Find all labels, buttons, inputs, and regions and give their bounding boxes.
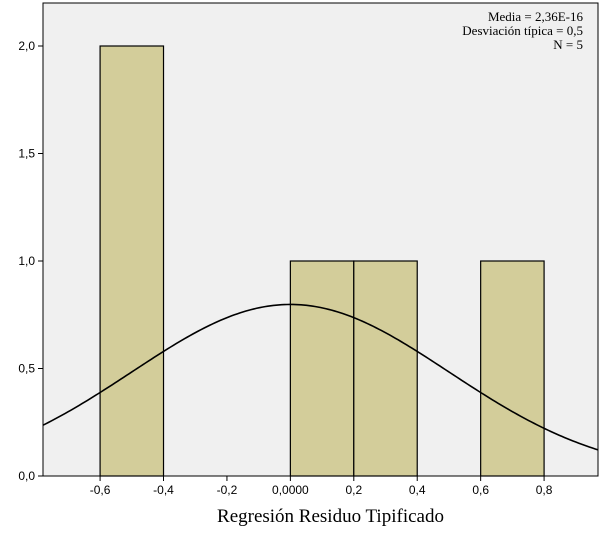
y-tick-label: 2,0 <box>18 39 35 53</box>
histogram-bar <box>480 260 545 477</box>
x-axis-title: Regresión Residuo Tipificado <box>217 506 444 527</box>
y-tick-label: 1,5 <box>18 147 35 161</box>
x-tick-label: -0,4 <box>153 483 174 497</box>
x-tick-label: 0,6 <box>472 483 489 497</box>
x-tick-label: -0,2 <box>217 483 238 497</box>
y-axis: 0,0 0,5 1,0 1,5 2,0 <box>18 39 43 483</box>
x-tick-label: 0,8 <box>536 483 553 497</box>
histogram-bar <box>99 45 165 477</box>
normal-curve <box>42 303 599 451</box>
x-tick-label: 0,0000 <box>272 483 309 497</box>
y-tick-label: 0,5 <box>18 362 35 376</box>
y-tick-label: 1,0 <box>18 254 35 268</box>
x-tick-label: 0,2 <box>345 483 362 497</box>
x-tick-label: -0,6 <box>90 483 111 497</box>
histogram-bar <box>289 260 355 477</box>
x-tick-label: 0,4 <box>409 483 426 497</box>
x-axis: -0,6 -0,4 -0,2 0,0000 0,2 0,4 0,6 0,8 <box>90 476 553 497</box>
y-tick-label: 0,0 <box>18 469 35 483</box>
bars-group <box>99 45 545 477</box>
stats-line: Desviación típica = 0,5 <box>462 23 583 38</box>
stats-line: N = 5 <box>553 37 583 52</box>
histogram-bar <box>353 260 418 477</box>
stats-line: Media = 2,36E-16 <box>488 9 584 24</box>
